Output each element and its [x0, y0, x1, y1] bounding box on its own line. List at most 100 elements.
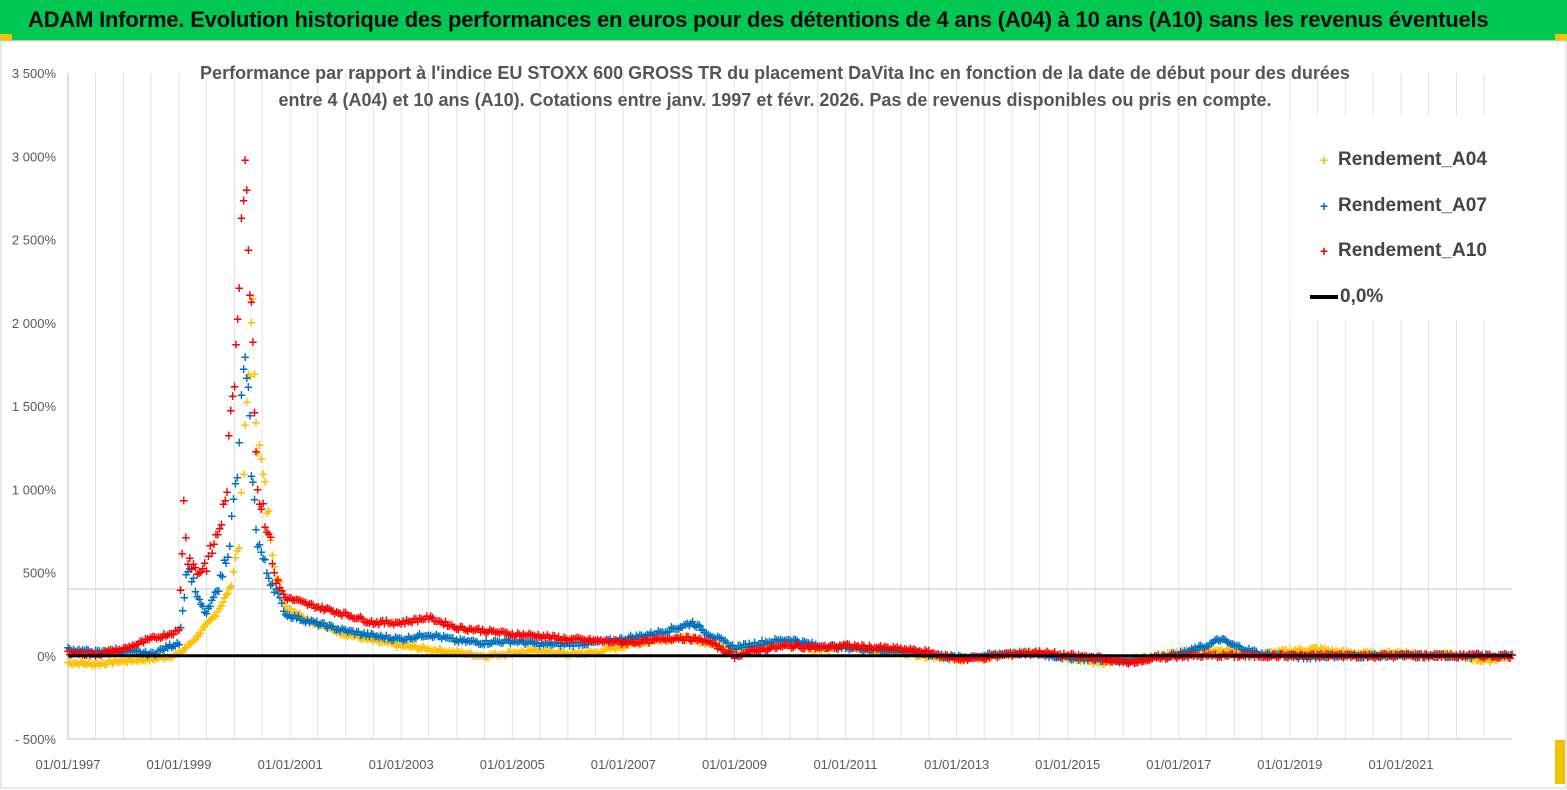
point-rendement-a10: + — [201, 564, 211, 578]
point-rendement-a10: + — [215, 522, 225, 536]
point-rendement-a07: + — [840, 641, 850, 655]
point-rendement-a10: + — [440, 614, 450, 628]
point-rendement-a04: + — [439, 646, 449, 660]
point-rendement-a10: + — [1044, 646, 1054, 660]
point-rendement-a07: + — [1359, 651, 1369, 665]
point-rendement-a07: + — [245, 408, 255, 422]
point-rendement-a07: + — [776, 632, 786, 646]
point-rendement-a04: + — [505, 644, 515, 658]
point-rendement-a10: + — [739, 647, 749, 661]
point-rendement-a07: + — [1327, 647, 1337, 661]
point-rendement-a10: + — [496, 625, 506, 639]
point-rendement-a07: + — [418, 630, 428, 644]
point-rendement-a07: + — [1083, 653, 1093, 667]
point-rendement-a10: + — [1127, 654, 1137, 668]
point-rendement-a07: + — [1111, 654, 1121, 668]
point-rendement-a04: + — [678, 630, 688, 644]
point-rendement-a04: + — [1124, 654, 1134, 668]
point-rendement-a10: + — [269, 565, 279, 579]
point-rendement-a04: + — [1166, 645, 1176, 659]
point-rendement-a10: + — [335, 607, 345, 621]
point-rendement-a10: + — [429, 614, 439, 628]
point-rendement-a07: + — [104, 646, 114, 660]
point-rendement-a07: + — [1205, 636, 1215, 650]
point-rendement-a07: + — [657, 625, 667, 639]
point-rendement-a07: + — [664, 625, 674, 639]
point-rendement-a04: + — [269, 559, 279, 573]
point-rendement-a04: + — [761, 637, 771, 651]
point-rendement-a10: + — [282, 593, 292, 607]
point-rendement-a07: + — [1142, 652, 1152, 666]
point-rendement-a04: + — [744, 641, 754, 655]
point-rendement-a10: + — [835, 639, 845, 653]
point-rendement-a04: + — [67, 657, 77, 671]
point-rendement-a07: + — [1375, 651, 1385, 665]
point-rendement-a10: + — [394, 616, 404, 630]
point-rendement-a07: + — [983, 646, 993, 660]
point-rendement-a04: + — [1462, 651, 1472, 665]
point-rendement-a04: + — [1088, 657, 1098, 671]
point-rendement-a04: + — [146, 650, 156, 664]
point-rendement-a04: + — [609, 641, 619, 655]
point-rendement-a10: + — [231, 338, 241, 352]
point-rendement-a07: + — [515, 634, 525, 648]
point-rendement-a10: + — [1124, 656, 1134, 670]
point-rendement-a10: + — [837, 639, 847, 653]
point-rendement-a10: + — [122, 641, 132, 655]
point-rendement-a04: + — [739, 643, 749, 657]
point-rendement-a04: + — [1409, 645, 1419, 659]
point-rendement-a04: + — [411, 640, 421, 654]
point-rendement-a07: + — [1411, 647, 1421, 661]
point-rendement-a07: + — [824, 640, 834, 654]
point-rendement-a04: + — [1337, 644, 1347, 658]
point-rendement-a04: + — [629, 636, 639, 650]
point-rendement-a07: + — [548, 637, 558, 651]
point-rendement-a04: + — [133, 654, 143, 668]
point-rendement-a04: + — [690, 633, 700, 647]
point-rendement-a07: + — [851, 641, 861, 655]
y-tick-label: 500% — [23, 566, 57, 581]
point-rendement-a07: + — [755, 637, 765, 651]
point-rendement-a07: + — [648, 628, 658, 642]
point-rendement-a07: + — [70, 644, 80, 658]
point-rendement-a04: + — [839, 639, 849, 653]
point-rendement-a04: + — [728, 642, 738, 656]
point-rendement-a07: + — [535, 639, 545, 653]
point-rendement-a07: + — [546, 638, 556, 652]
point-rendement-a07: + — [79, 644, 89, 658]
point-rendement-a10: + — [280, 590, 290, 604]
point-rendement-a04: + — [953, 651, 963, 665]
point-rendement-a04: + — [529, 642, 539, 656]
point-rendement-a10: + — [855, 641, 865, 655]
point-rendement-a10: + — [672, 631, 682, 645]
point-rendement-a07: + — [602, 632, 612, 646]
point-rendement-a10: + — [1107, 655, 1117, 669]
point-rendement-a10: + — [422, 609, 432, 623]
point-rendement-a07: + — [248, 475, 258, 489]
point-rendement-a04: + — [1216, 643, 1226, 657]
point-rendement-a07: + — [711, 631, 721, 645]
point-rendement-a07: + — [342, 625, 352, 639]
point-rendement-a07: + — [157, 642, 167, 656]
point-rendement-a10: + — [245, 288, 255, 302]
point-rendement-a04: + — [833, 643, 843, 657]
point-rendement-a10: + — [794, 639, 804, 653]
point-rendement-a10: + — [1016, 647, 1026, 661]
point-rendement-a04: + — [299, 611, 309, 625]
point-rendement-a10: + — [306, 597, 316, 611]
point-rendement-a07: + — [637, 628, 647, 642]
point-rendement-a10: + — [820, 638, 830, 652]
legend-label-a07: Rendement_A07 — [1338, 195, 1487, 216]
point-rendement-a07: + — [942, 651, 952, 665]
point-rendement-a04: + — [535, 645, 545, 659]
point-rendement-a04: + — [199, 620, 209, 634]
point-rendement-a10: + — [468, 624, 478, 638]
point-rendement-a04: + — [400, 640, 410, 654]
point-rendement-a10: + — [288, 593, 298, 607]
point-rendement-a10: + — [92, 647, 102, 661]
point-rendement-a04: + — [1070, 651, 1080, 665]
point-rendement-a10: + — [1262, 651, 1272, 665]
point-rendement-a07: + — [861, 642, 871, 656]
point-rendement-a10: + — [887, 642, 897, 656]
point-rendement-a07: + — [742, 640, 752, 654]
